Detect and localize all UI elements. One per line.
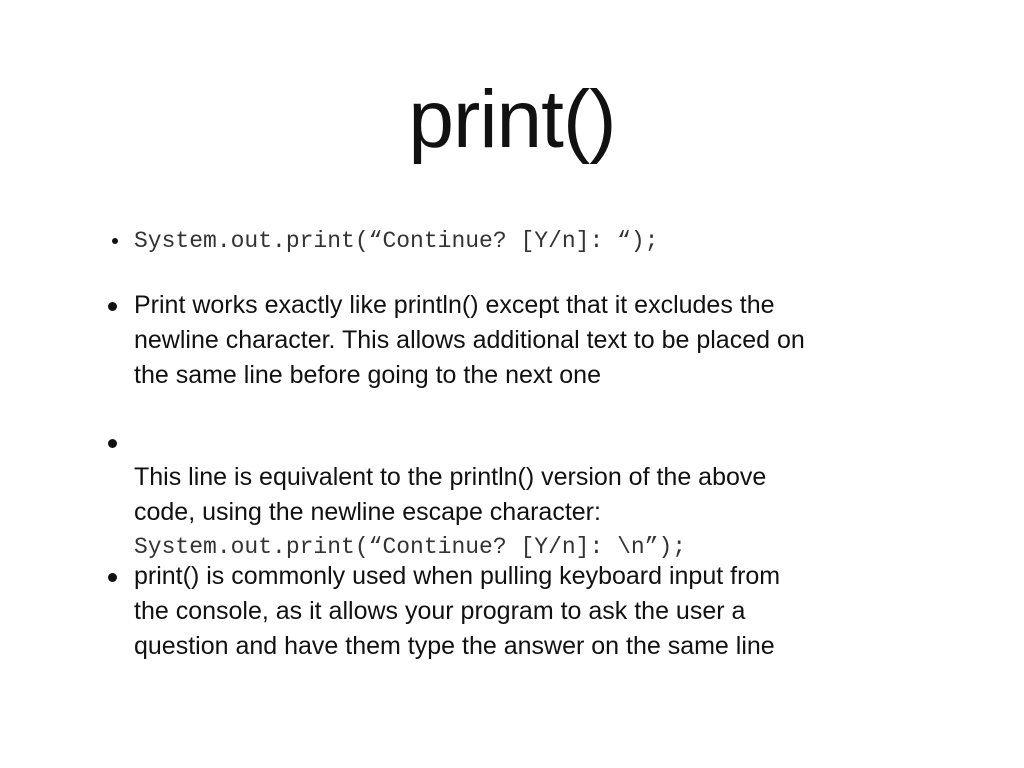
slide-title: print() (408, 74, 616, 165)
bullet-dot-icon (112, 238, 118, 244)
bullet-text: Print works exactly like println() excep… (134, 291, 805, 389)
bullet-dot-icon (108, 439, 117, 448)
bullet-text: print() is commonly used when pulling ke… (134, 562, 781, 660)
bullet-dot-icon (108, 302, 117, 311)
bullet-dot-icon (108, 573, 117, 582)
bullet-text-block: This line is equivalent to the println()… (134, 425, 934, 599)
bullet-code: System.out.print(“Continue? [Y/n]: \n”); (134, 534, 687, 560)
bullet-text: This line is equivalent to the println()… (134, 463, 767, 526)
bullet-code: System.out.print(“Continue? [Y/n]: “); (134, 228, 659, 254)
